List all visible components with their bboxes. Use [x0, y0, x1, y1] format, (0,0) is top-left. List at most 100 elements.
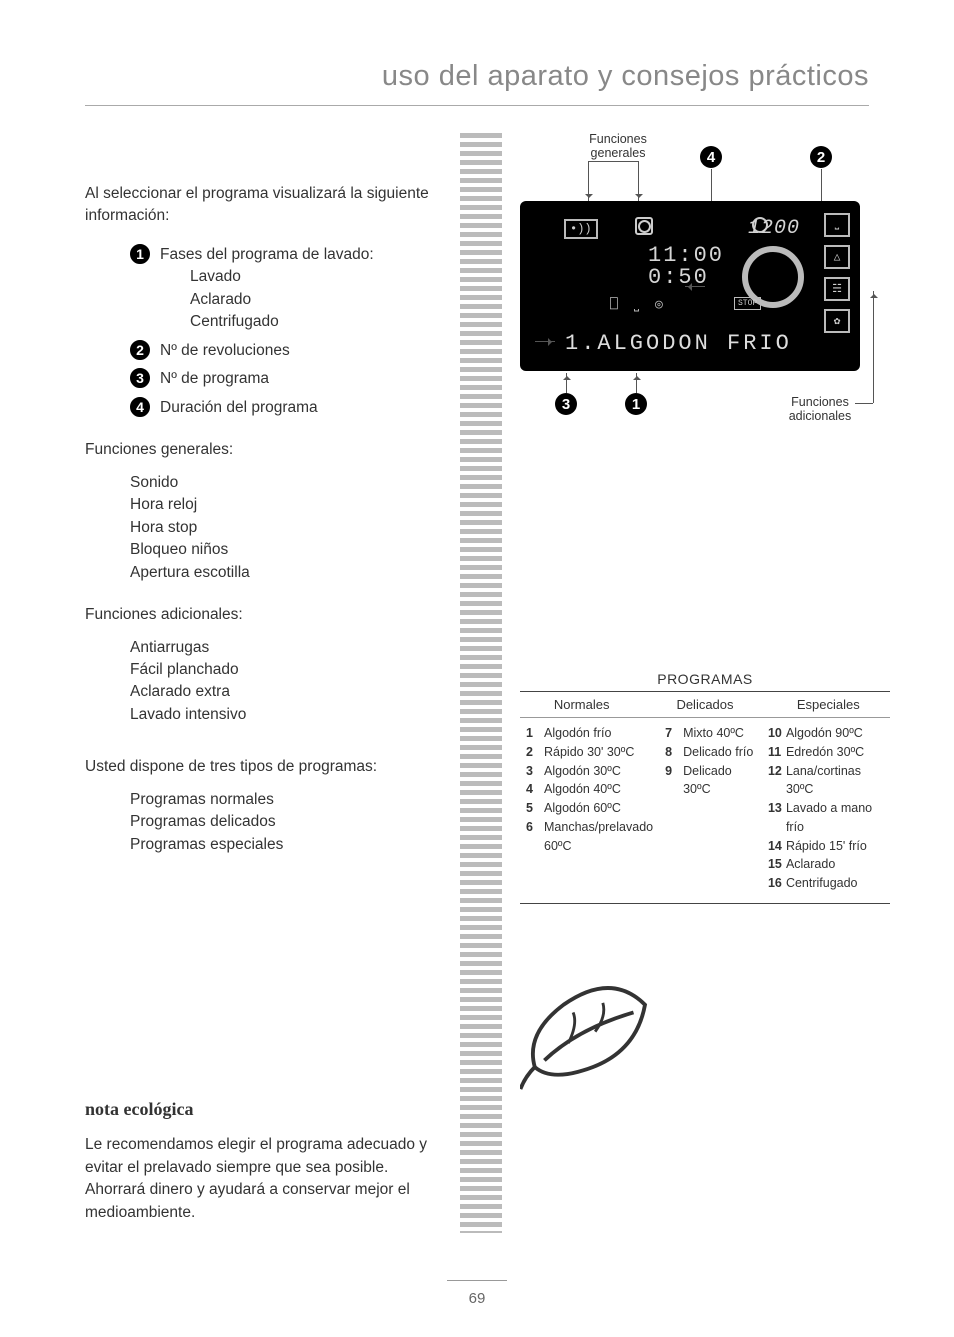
arrow-icon: [535, 341, 555, 342]
col-head-delicados: Delicados: [643, 692, 766, 718]
pt: Algodón 30ºC: [544, 762, 621, 781]
programas-title: PROGRAMAS: [520, 671, 890, 687]
pt: Algodón frío: [544, 724, 611, 743]
func-gen-0: Sonido: [130, 472, 440, 494]
circled-2-icon: 2: [130, 340, 150, 360]
func-gen-2: Hora stop: [130, 517, 440, 539]
func-add-0: Antiarrugas: [130, 637, 440, 659]
display-figure: Funciones generales 4 2 •)) 1200 ⎵: [460, 141, 865, 971]
col-delicados: 7Mixto 40ºC 8Delicado frío 9Delicado 30º…: [659, 718, 762, 903]
pt: Algodón 60ºC: [544, 799, 621, 818]
numbered-list: 1 Fases del programa de lavado: Lavado A…: [85, 244, 440, 419]
circled-4-icon: 4: [130, 397, 150, 417]
three-types-0: Programas normales: [130, 789, 440, 811]
pt: Delicado 30ºC: [683, 762, 756, 800]
intro-text: Al seleccionar el programa visualizará l…: [85, 183, 440, 228]
left-column: Al seleccionar el programa visualizará l…: [85, 141, 440, 1224]
col-normales: 1Algodón frío 2Rápido 30' 30ºC 3Algodón …: [520, 718, 659, 903]
pt: Mixto 40ºC: [683, 724, 744, 743]
func-add-1: Fácil planchado: [130, 659, 440, 681]
additional-func-icons: ⎵ △ ☵ ✿: [824, 213, 850, 333]
callout-num-4-icon: 4: [700, 146, 722, 168]
func-add-3: Lavado intensivo: [130, 704, 440, 726]
pt: Manchas/prelavado 60ºC: [544, 818, 653, 856]
n1-sub-2: Centrifugado: [160, 311, 374, 333]
pn: 1: [526, 724, 540, 743]
col-especiales: 10Algodón 90ºC 11Edredón 30ºC 12Lana/cor…: [762, 718, 890, 903]
antiarrugas-icon: ⎵: [824, 213, 850, 237]
spiral-binding-icon: [460, 133, 502, 1233]
pt: Rápido 30' 30ºC: [544, 743, 634, 762]
pt: Delicado frío: [683, 743, 753, 762]
program-text: 1.ALGODON FRIO: [565, 331, 792, 356]
arrow-icon: [636, 373, 637, 393]
callout-num-1-icon: 1: [625, 393, 647, 415]
programas-table: PROGRAMAS Normales Delicados Especiales …: [520, 671, 890, 904]
callout-num-3-icon: 3: [555, 393, 577, 415]
pn: 8: [665, 743, 679, 762]
pt: Algodón 90ºC: [786, 724, 863, 743]
callout-funciones-generales: Funciones generales: [578, 133, 658, 161]
rinse-icon: ⎵: [634, 297, 639, 312]
n2-label: Nº de revoluciones: [160, 340, 290, 362]
eco-leaf-icon: [520, 976, 655, 1091]
func-add-2: Aclarado extra: [130, 681, 440, 703]
pt: Lavado a mano frío: [786, 799, 884, 837]
three-types-head: Usted dispone de tres tipos de programas…: [85, 756, 440, 778]
pn: 16: [768, 874, 782, 893]
callout-num-2-icon: 2: [810, 146, 832, 168]
func-gen-3: Bloqueo niños: [130, 539, 440, 561]
callout-add-label: Funciones adicionales: [789, 395, 852, 423]
pn: 3: [526, 762, 540, 781]
spin-phase-icon: ◎: [655, 297, 663, 312]
pn: 15: [768, 855, 782, 874]
nota-text: Le recomendamos elegir el programa adecu…: [85, 1134, 440, 1224]
rpm-value: 1200: [748, 217, 800, 240]
pn: 7: [665, 724, 679, 743]
func-gen-1: Hora reloj: [130, 494, 440, 516]
callout-gen-label: Funciones generales: [589, 132, 647, 160]
n1-sub-0: Lavado: [160, 266, 374, 288]
page-number-rule: [447, 1280, 507, 1281]
page-number: 69: [469, 1290, 486, 1307]
planchado-icon: △: [824, 245, 850, 269]
callout-funciones-adicionales: Funciones adicionales: [780, 396, 860, 424]
pn: 2: [526, 743, 540, 762]
page-title: uso del aparato y consejos prácticos: [85, 60, 869, 106]
n1-sub-1: Aclarado: [160, 289, 374, 311]
arrow-icon: [873, 291, 874, 403]
arrow-icon: [638, 161, 639, 201]
col-head-normales: Normales: [520, 692, 643, 718]
n1-label: Fases del programa de lavado:: [160, 244, 374, 266]
pn: 4: [526, 780, 540, 799]
pn: 10: [768, 724, 782, 743]
pt: Edredón 30ºC: [786, 743, 864, 762]
pn: 13: [768, 799, 782, 837]
phase-icons-row: ⎕ ⎵ ◎: [610, 297, 663, 312]
col-head-especiales: Especiales: [767, 692, 890, 718]
func-gen-4: Apertura escotilla: [130, 562, 440, 584]
pt: Centrifugado: [786, 874, 858, 893]
wash-icon: ⎕: [610, 297, 618, 312]
three-types-1: Programas delicados: [130, 811, 440, 833]
pn: 12: [768, 762, 782, 800]
pn: 9: [665, 762, 679, 800]
pt: Rápido 15' frío: [786, 837, 867, 856]
pn: 14: [768, 837, 782, 856]
circled-3-icon: 3: [130, 368, 150, 388]
func-gen-head: Funciones generales:: [85, 439, 440, 461]
sound-icon: •)): [564, 219, 598, 239]
pn: 5: [526, 799, 540, 818]
arrow-icon: [566, 373, 567, 393]
pn: 6: [526, 818, 540, 856]
aclarado-extra-icon: ☵: [824, 277, 850, 301]
stop-label: STOP: [734, 297, 761, 310]
arrow-icon: [855, 403, 873, 404]
pt: Algodón 40ºC: [544, 780, 621, 799]
func-add-head: Funciones adicionales:: [85, 604, 440, 626]
intensivo-icon: ✿: [824, 309, 850, 333]
circled-1-icon: 1: [130, 244, 150, 264]
nota-heading: nota ecológica: [85, 1096, 440, 1122]
arrow-icon: [588, 161, 589, 201]
pn: 11: [768, 743, 782, 762]
